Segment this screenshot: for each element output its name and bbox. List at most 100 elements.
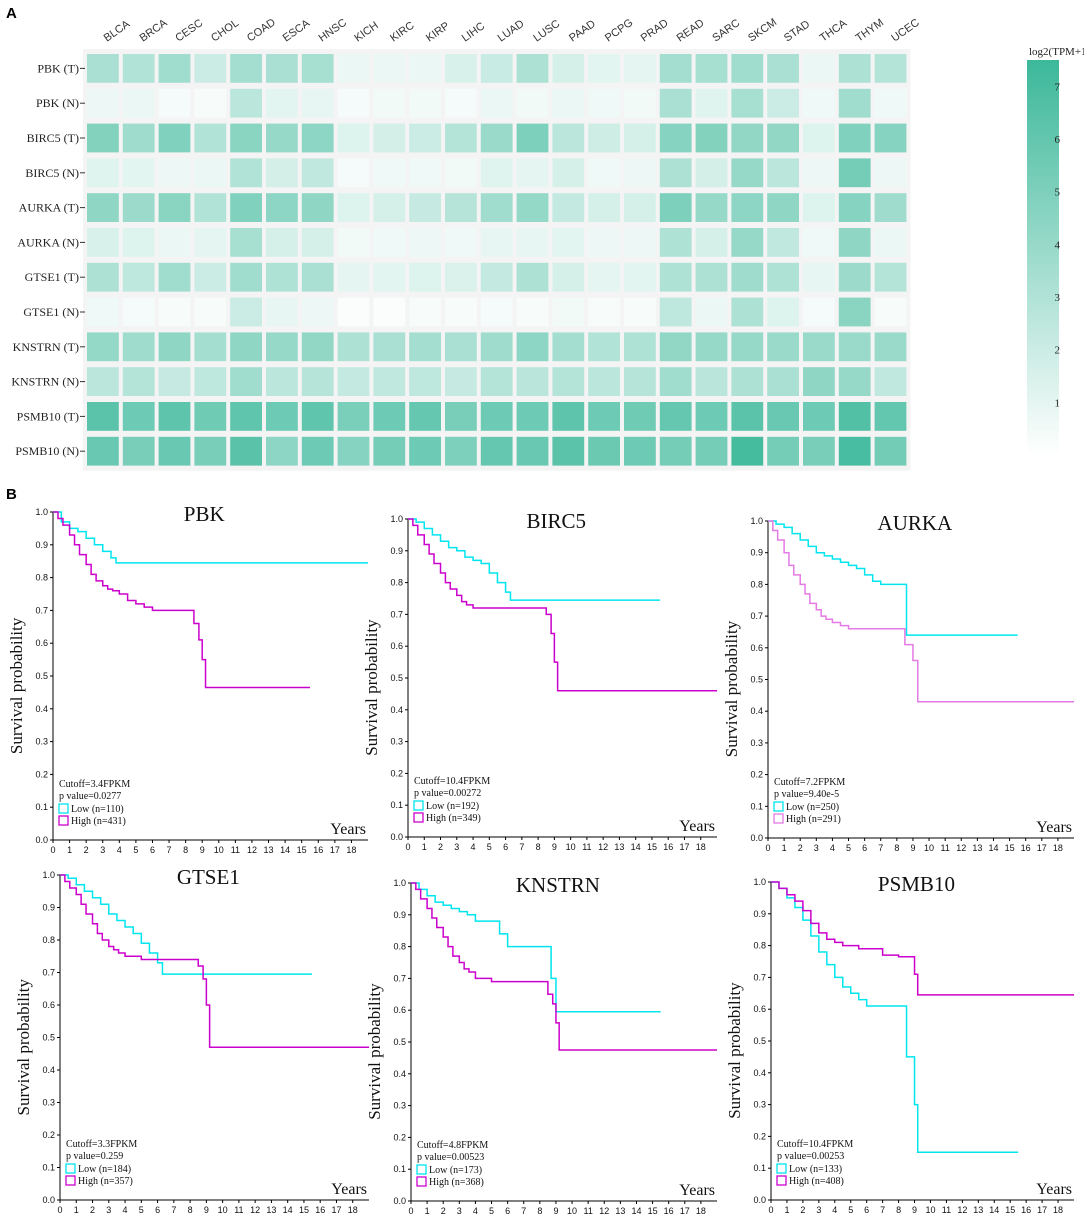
x-tick-label: 14 xyxy=(280,845,290,855)
heatmap-cell xyxy=(552,332,585,362)
heatmap-cell xyxy=(87,367,119,396)
heatmap-cell xyxy=(588,228,620,257)
legend-label: High (n=357) xyxy=(78,1176,133,1187)
legend-swatch xyxy=(413,812,424,823)
heatmap-cell xyxy=(874,436,907,466)
legend-swatch xyxy=(65,1163,76,1174)
heatmap-row-label: BIRC5 (N) xyxy=(25,166,79,180)
heatmap-cell xyxy=(194,332,227,362)
x-tick-label: 18 xyxy=(1053,1205,1063,1215)
y-tick-label: 0.4 xyxy=(390,705,403,715)
km-plot-psmb10: 0.00.10.20.30.40.50.60.70.80.91.00 1 2 3 4 5 6… xyxy=(725,872,1074,1215)
heatmap-column-label: CHOL xyxy=(209,17,241,44)
y-tick-label: 1.0 xyxy=(753,877,766,887)
heatmap-cell xyxy=(87,54,119,83)
heatmap-cell xyxy=(803,332,835,362)
heatmap-cell xyxy=(516,332,549,362)
colorbar-tick-label: 7 xyxy=(1055,81,1061,93)
heatmap-cell xyxy=(731,54,764,83)
heatmap-cell xyxy=(230,402,262,431)
heatmap-cell xyxy=(337,297,370,327)
heatmap-cell xyxy=(373,158,406,188)
heatmap-row-label: KNSTRN (T) xyxy=(13,340,79,354)
x-tick-label: 10 xyxy=(566,842,576,852)
heatmap-cell xyxy=(552,54,585,83)
x-tick-label: 6 xyxy=(505,1206,510,1216)
heatmap-cell xyxy=(409,54,441,83)
legend-label: High (n=408) xyxy=(789,1176,844,1187)
heatmap-cell xyxy=(409,228,441,257)
heatmap-cell xyxy=(695,54,728,83)
x-tick-label: 16 xyxy=(313,845,323,855)
heatmap-cell xyxy=(803,367,835,396)
heatmap-cell xyxy=(516,436,549,466)
x-tick-label: 9 xyxy=(552,842,557,852)
x-tick-label: 16 xyxy=(663,842,673,852)
x-tick-label: 2 xyxy=(438,842,443,852)
heatmap-cell xyxy=(337,228,370,257)
x-tick-label: 16 xyxy=(315,1205,325,1215)
heatmap-cell xyxy=(624,88,656,118)
colorbar-tick-label: 2 xyxy=(1055,345,1061,357)
heatmap-cell xyxy=(659,193,692,222)
heatmap-cell xyxy=(158,367,191,396)
heatmap-cell xyxy=(122,332,155,362)
y-tick-label: 0.8 xyxy=(42,935,55,945)
heatmap-cell xyxy=(516,193,549,222)
y-tick-label: 0.7 xyxy=(750,611,763,621)
legend-label: High (n=349) xyxy=(426,813,481,824)
x-tick-label: 0 xyxy=(405,842,410,852)
heatmap-cell xyxy=(301,193,334,222)
heatmap-cell xyxy=(767,297,799,327)
x-tick-label: 7 xyxy=(880,1205,885,1215)
heatmap-cell xyxy=(659,297,692,327)
heatmap-cell xyxy=(695,262,728,292)
heatmap-cell xyxy=(695,436,728,466)
heatmap-cell xyxy=(731,436,764,466)
high-expression-curve xyxy=(768,520,1074,703)
plot-title: BIRC5 xyxy=(527,509,587,533)
heatmap-cell xyxy=(480,297,513,327)
colorbar xyxy=(1027,60,1059,455)
heatmap-cell xyxy=(731,262,764,292)
heatmap-cell xyxy=(373,228,406,257)
x-axis-label: Years xyxy=(330,821,366,838)
y-tick-label: 0.4 xyxy=(42,1065,55,1075)
y-axis-label: Survival probability xyxy=(365,983,384,1120)
heatmap-cell xyxy=(266,402,298,431)
y-tick-label: 0.6 xyxy=(390,641,403,651)
y-tick-label: 0.0 xyxy=(393,1196,406,1206)
heatmap-cell xyxy=(659,228,692,257)
y-tick-label: 0.7 xyxy=(390,609,403,619)
heatmap-cell xyxy=(409,123,441,153)
heatmap-cell xyxy=(624,228,656,257)
heatmap-cell xyxy=(838,193,871,222)
y-tick-label: 0.9 xyxy=(390,546,403,556)
x-tick-label: 15 xyxy=(299,1205,309,1215)
heatmap-cell xyxy=(767,193,799,222)
km-plot-knstrn: 0.00.10.20.30.40.50.60.70.80.91.00 1 2 3 4 5 6… xyxy=(365,873,717,1216)
heatmap-cell xyxy=(301,402,334,431)
x-tick-label: 15 xyxy=(1005,1205,1015,1215)
heatmap-cell xyxy=(445,332,477,362)
heatmap-cell xyxy=(659,436,692,466)
heatmap-cell xyxy=(194,297,227,327)
heatmap-cell xyxy=(194,54,227,83)
cutoff-text: Cutoff=10.4FPKM xyxy=(414,776,490,787)
heatmap-cell xyxy=(373,262,406,292)
x-tick-label: 1 xyxy=(425,1206,430,1216)
heatmap-cell xyxy=(337,402,370,431)
heatmap-cell xyxy=(122,297,155,327)
y-tick-label: 0.5 xyxy=(753,1036,766,1046)
x-tick-label: 12 xyxy=(598,842,608,852)
x-tick-label: 13 xyxy=(614,842,624,852)
y-tick-label: 0.1 xyxy=(42,1163,55,1173)
heatmap-cell xyxy=(588,193,620,222)
heatmap-cell xyxy=(194,262,227,292)
heatmap-cell xyxy=(230,228,262,257)
heatmap-cell xyxy=(230,54,262,83)
y-tick-label: 0.4 xyxy=(35,704,48,714)
heatmap-cell xyxy=(731,123,764,153)
heatmap-cell xyxy=(266,88,298,118)
heatmap-cell xyxy=(266,262,298,292)
